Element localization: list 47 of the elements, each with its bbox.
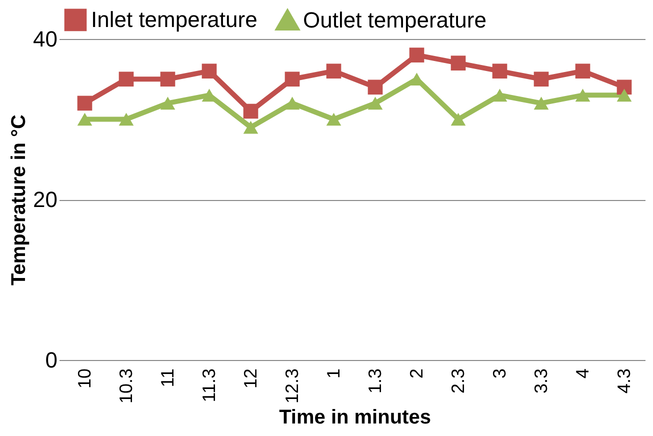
point (284, 96, 300, 110)
point (243, 104, 258, 119)
point (575, 64, 590, 79)
x-tick-label: 2.3 (448, 368, 468, 394)
y-axis-title: Temperature in °C (8, 114, 30, 286)
point (202, 64, 217, 79)
point (77, 96, 92, 111)
point (534, 72, 549, 87)
point (492, 88, 508, 102)
point (326, 64, 342, 79)
point (616, 88, 632, 102)
point (118, 72, 134, 87)
point (77, 112, 92, 126)
point (284, 72, 300, 87)
point (160, 96, 176, 110)
y-tick-label: 40 (33, 26, 58, 52)
point (368, 96, 383, 110)
point (368, 80, 383, 95)
x-tick-label: 1 (323, 368, 344, 379)
x-tick-label: 3 (489, 368, 510, 379)
x-axis-title: Time in minutes (279, 406, 431, 429)
point (326, 112, 342, 126)
x-tick-label: 11.3 (198, 368, 219, 402)
x-tick-label: 1.3 (364, 368, 385, 394)
x-tick-label: 10 (74, 368, 94, 389)
point (409, 48, 424, 62)
x-tick-label: 4.3 (614, 368, 634, 394)
x-tick-label: 10.3 (116, 368, 136, 404)
point (575, 88, 590, 102)
point (492, 64, 508, 79)
x-tick-label: 2 (406, 368, 426, 379)
x-tick-label: 3.3 (530, 368, 551, 394)
x-tick-label: 12.3 (282, 368, 302, 404)
point (534, 96, 549, 110)
x-tick-label: 4 (572, 368, 592, 379)
y-tick-label: 20 (33, 187, 58, 212)
x-tick-label: 11 (157, 368, 178, 388)
x-tick-label: 12 (240, 368, 260, 389)
point (616, 80, 632, 95)
point (450, 56, 466, 70)
y-tick-label: 0 (45, 348, 58, 372)
point (160, 72, 176, 87)
legend-label: Outlet temperature (303, 8, 486, 32)
point (450, 112, 466, 126)
point (243, 120, 258, 134)
legend-label: Inlet temperature (91, 6, 258, 32)
point (118, 112, 134, 126)
